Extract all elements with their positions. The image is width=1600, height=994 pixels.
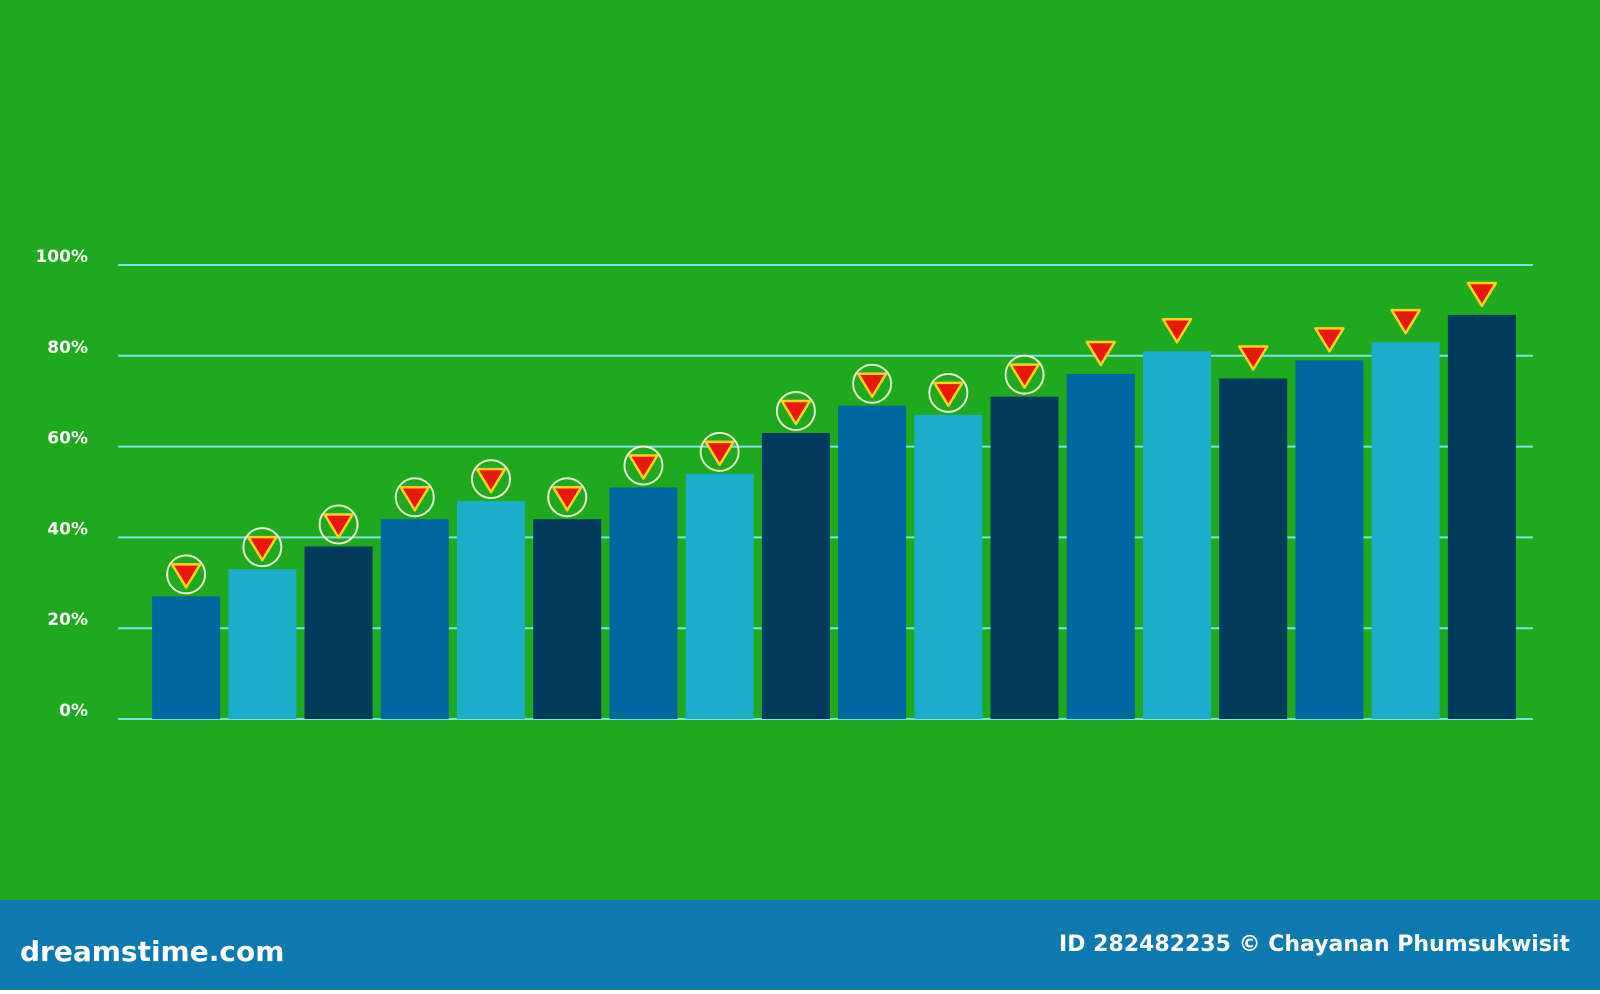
marker-ring bbox=[471, 459, 511, 500]
bar bbox=[1295, 360, 1364, 719]
marker-ring bbox=[623, 445, 664, 486]
bar bbox=[1447, 314, 1516, 719]
bar bbox=[1066, 373, 1135, 719]
bar bbox=[1371, 342, 1440, 719]
marker bbox=[551, 485, 583, 512]
marker bbox=[1009, 363, 1040, 389]
marker bbox=[1161, 318, 1193, 344]
bar bbox=[304, 546, 373, 719]
marker bbox=[1466, 281, 1498, 308]
credit: ID 282482235 © Chayanan Phumsukwisit bbox=[1059, 932, 1570, 957]
marker-ring bbox=[394, 477, 435, 518]
y-tick-label: 20% bbox=[47, 610, 88, 630]
marker-ring bbox=[547, 477, 588, 518]
bar bbox=[609, 487, 678, 719]
y-tick-label: 100% bbox=[35, 247, 88, 267]
brand: dreamstime.com bbox=[20, 935, 284, 968]
marker bbox=[399, 485, 431, 512]
footer-bar bbox=[0, 900, 1600, 990]
marker bbox=[475, 467, 507, 494]
marker bbox=[856, 372, 888, 398]
marker-ring bbox=[242, 527, 283, 568]
y-tick-label: 80% bbox=[47, 338, 88, 358]
marker-ring bbox=[1004, 354, 1045, 395]
bar bbox=[838, 405, 907, 719]
marker-ring bbox=[852, 363, 893, 404]
marker-ring bbox=[775, 390, 816, 431]
marker bbox=[247, 535, 278, 562]
marker bbox=[933, 381, 964, 408]
bar bbox=[380, 519, 449, 719]
marker bbox=[628, 454, 659, 480]
bar bbox=[761, 432, 830, 719]
bar bbox=[152, 596, 221, 719]
marker bbox=[1390, 308, 1421, 335]
y-tick-label: 40% bbox=[47, 519, 88, 539]
bar bbox=[1143, 351, 1211, 719]
y-tick-label: 60% bbox=[47, 429, 88, 449]
marker bbox=[170, 563, 202, 589]
bar bbox=[685, 473, 754, 719]
bar bbox=[457, 501, 525, 719]
bar bbox=[533, 519, 602, 719]
marker-ring bbox=[318, 504, 359, 545]
marker bbox=[323, 513, 354, 539]
marker bbox=[1237, 345, 1269, 371]
bar bbox=[1219, 378, 1288, 719]
bar bbox=[990, 396, 1059, 719]
bar bbox=[914, 414, 983, 719]
marker bbox=[1314, 327, 1345, 353]
bar bbox=[228, 569, 297, 719]
marker bbox=[704, 440, 735, 467]
y-tick-label: 0% bbox=[59, 701, 88, 721]
marker-ring bbox=[166, 554, 207, 595]
marker bbox=[780, 399, 812, 426]
marker-ring bbox=[928, 372, 969, 413]
marker-ring bbox=[699, 431, 740, 472]
marker bbox=[1085, 340, 1117, 367]
